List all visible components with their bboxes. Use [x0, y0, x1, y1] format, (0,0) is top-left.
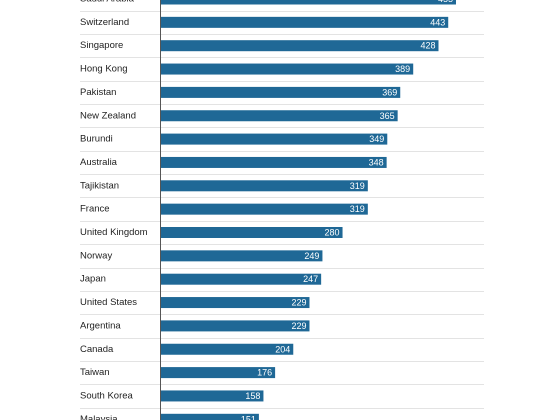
bar [161, 273, 322, 285]
category-label: Tajikistan [80, 180, 119, 191]
bar [161, 110, 398, 122]
category-label: Singapore [80, 40, 123, 51]
category-label: New Zealand [80, 110, 136, 121]
bar [161, 133, 388, 145]
bar [161, 250, 323, 262]
value-label: 249 [304, 251, 319, 261]
category-label: France [80, 204, 110, 215]
bar [161, 413, 259, 420]
value-label: 455 [438, 0, 453, 4]
bar [161, 320, 310, 332]
value-label: 151 [241, 414, 256, 420]
bar [161, 156, 387, 168]
value-label: 229 [291, 321, 306, 331]
value-label: 365 [380, 111, 395, 121]
value-label: 158 [245, 391, 260, 401]
bar [161, 203, 368, 215]
category-label: Argentina [80, 320, 121, 331]
value-label: 319 [350, 204, 365, 214]
bar [161, 86, 401, 98]
bar [161, 390, 264, 402]
bar [161, 63, 414, 75]
category-label: United Kingdom [80, 227, 148, 238]
value-label: 443 [430, 17, 445, 27]
category-label: Japan [80, 274, 106, 285]
value-label: 348 [369, 157, 384, 167]
value-label: 176 [257, 368, 272, 378]
category-label: South Korea [80, 390, 134, 401]
category-label: Hong Kong [80, 64, 128, 75]
category-label: Taiwan [80, 367, 110, 378]
bar [161, 343, 294, 355]
value-label: 349 [369, 134, 384, 144]
value-label: 389 [395, 64, 410, 74]
bar [161, 297, 310, 309]
category-label: Saudi Arabia [80, 0, 135, 5]
value-label: 428 [420, 41, 435, 51]
category-label: Norway [80, 250, 112, 261]
bar [161, 16, 449, 28]
value-label: 229 [291, 298, 306, 308]
value-label: 319 [350, 181, 365, 191]
value-label: 280 [325, 228, 340, 238]
bar [161, 180, 368, 192]
category-label: Canada [80, 344, 114, 355]
category-label: Australia [80, 157, 118, 168]
bar [161, 0, 456, 5]
category-label: Burundi [80, 134, 113, 145]
bar [161, 40, 439, 52]
category-label: United States [80, 297, 137, 308]
value-label: 247 [303, 274, 318, 284]
value-label: 369 [382, 87, 397, 97]
bar [161, 227, 343, 238]
value-label: 204 [275, 344, 290, 354]
category-label: Switzerland [80, 17, 129, 28]
category-label: Pakistan [80, 87, 116, 98]
category-label: Malaysia [80, 414, 118, 420]
bar [161, 367, 276, 379]
